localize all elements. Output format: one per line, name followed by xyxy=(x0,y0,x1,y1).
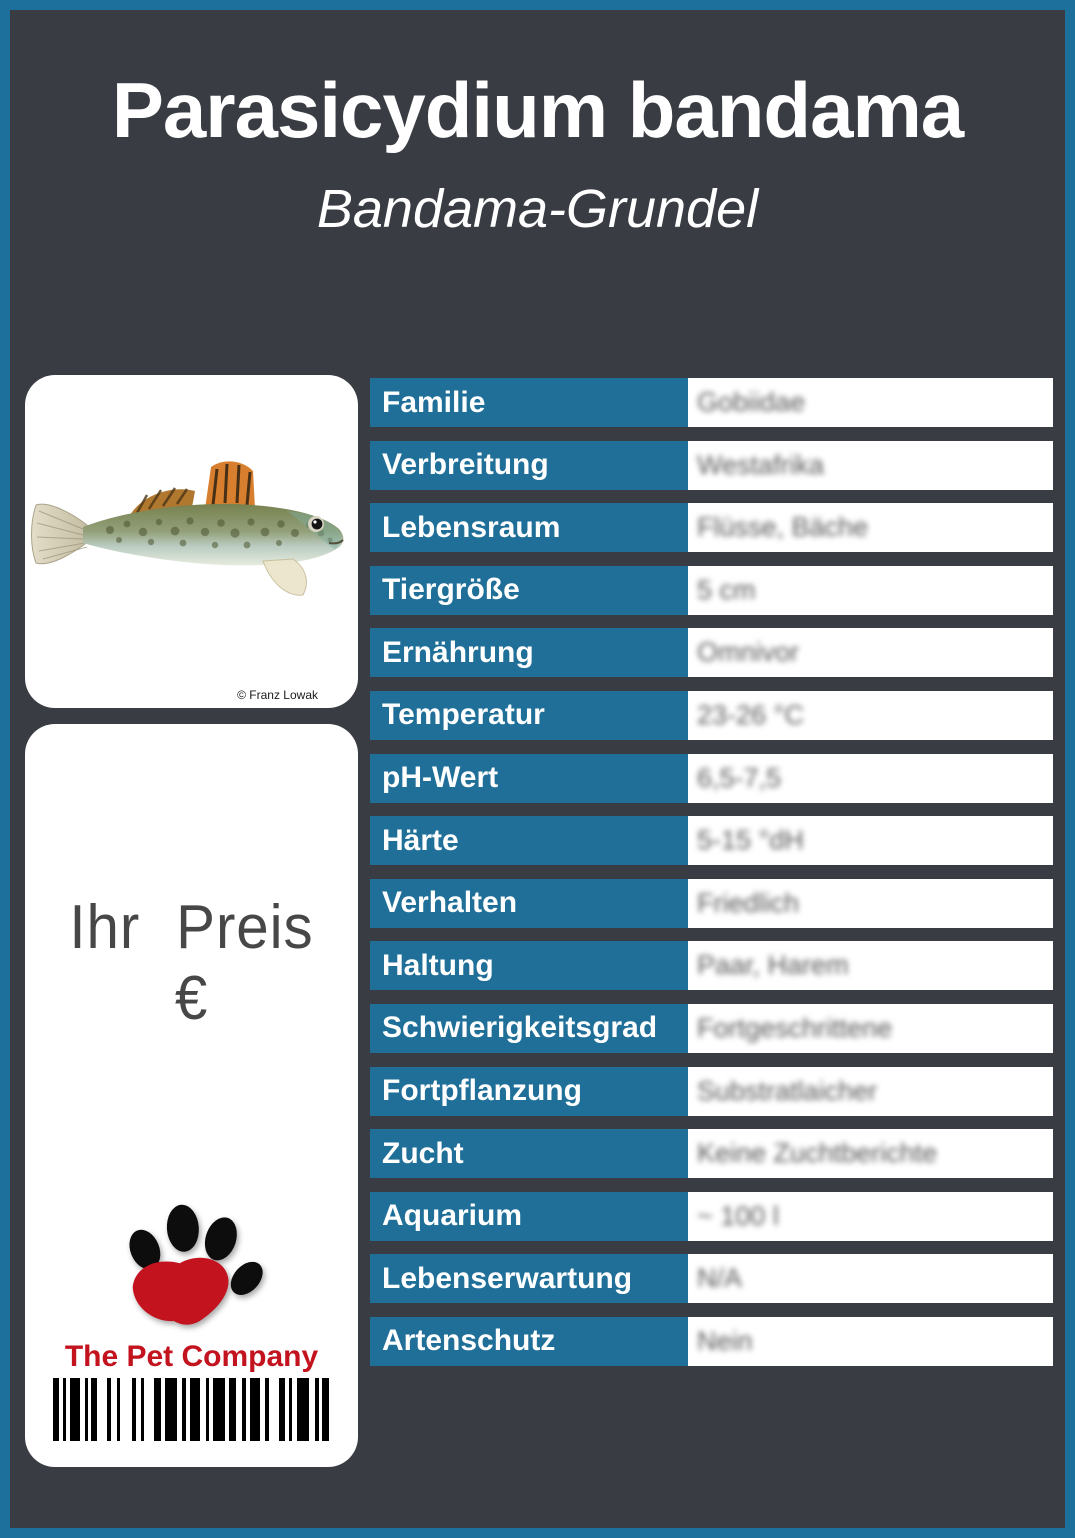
row-label: Härte xyxy=(370,816,688,866)
row-label: Tiergröße xyxy=(370,565,688,615)
table-row: Fortpflanzung Substratlaicher xyxy=(370,1066,1053,1116)
spec-table: Familie Gobiidae Verbreitung Westafrika … xyxy=(370,378,1053,1366)
row-value: Westafrika xyxy=(688,440,1053,490)
fish-photo-card: © Franz Lowak xyxy=(25,375,358,708)
table-row: Schwierigkeitsgrad Fortgeschrittene xyxy=(370,1003,1053,1053)
table-row: Haltung Paar, Harem xyxy=(370,941,1053,991)
row-label: Haltung xyxy=(370,941,688,991)
barcode xyxy=(53,1378,331,1441)
row-value-text: Friedlich xyxy=(697,887,800,918)
table-row: Verbreitung Westafrika xyxy=(370,440,1053,490)
row-value-text: 23-26 °C xyxy=(697,699,804,730)
row-value-text: Keine Zuchtberichte xyxy=(697,1138,938,1169)
row-value-text: 5 cm xyxy=(697,574,756,605)
row-value: ~ 100 l xyxy=(688,1191,1053,1241)
row-value: Omnivor xyxy=(688,628,1053,678)
row-value-text: Fortgeschrittene xyxy=(697,1012,893,1043)
row-value-text: Flüsse, Bäche xyxy=(697,512,869,543)
row-label: Temperatur xyxy=(370,690,688,740)
row-label: Familie xyxy=(370,378,688,427)
row-label: Artenschutz xyxy=(370,1316,688,1366)
row-label: Zucht xyxy=(370,1129,688,1179)
row-value-text: ~ 100 l xyxy=(697,1200,779,1231)
row-value: Nein xyxy=(688,1316,1053,1366)
row-label: Fortpflanzung xyxy=(370,1066,688,1116)
row-value: 23-26 °C xyxy=(688,690,1053,740)
row-value: 6,5-7,5 xyxy=(688,753,1053,803)
table-row: Härte 5-15 °dH xyxy=(370,816,1053,866)
row-value: Paar, Harem xyxy=(688,941,1053,991)
company-name: The Pet Company xyxy=(64,1340,319,1373)
fish-photo xyxy=(31,461,344,596)
row-label: pH-Wert xyxy=(370,753,688,803)
row-value-text: 5-15 °dH xyxy=(697,825,804,856)
table-row: Lebenserwartung N/A xyxy=(370,1254,1053,1304)
row-value: Flüsse, Bäche xyxy=(688,503,1053,553)
row-label: Schwierigkeitsgrad xyxy=(370,1003,688,1053)
photo-credit: © Franz Lowak xyxy=(237,688,318,702)
row-value-text: Substratlaicher xyxy=(697,1075,878,1106)
table-row: Zucht Keine Zuchtberichte xyxy=(370,1129,1053,1179)
row-value-text: Paar, Harem xyxy=(697,950,849,981)
row-value-text: Westafrika xyxy=(697,449,825,480)
row-value: 5 cm xyxy=(688,565,1053,615)
row-label: Lebensraum xyxy=(370,503,688,553)
company-logo: The Pet Company xyxy=(25,1202,358,1374)
table-row: Verhalten Friedlich xyxy=(370,878,1053,928)
table-row: Familie Gobiidae xyxy=(370,378,1053,427)
paw-icon xyxy=(128,1204,263,1325)
table-row: Artenschutz Nein xyxy=(370,1316,1053,1366)
row-value: Friedlich xyxy=(688,878,1053,928)
row-value-text: Gobiidae xyxy=(697,387,806,417)
row-value-text: 6,5-7,5 xyxy=(697,762,782,793)
row-value: Fortgeschrittene xyxy=(688,1003,1053,1053)
price-label: Ihr Preis € xyxy=(69,893,314,1033)
table-row: Ernährung Omnivor xyxy=(370,628,1053,678)
table-row: Aquarium ~ 100 l xyxy=(370,1191,1053,1241)
row-value: Gobiidae xyxy=(688,378,1053,427)
row-value: Substratlaicher xyxy=(688,1066,1053,1116)
table-row: Temperatur 23-26 °C xyxy=(370,690,1053,740)
row-label: Aquarium xyxy=(370,1191,688,1241)
row-label: Ernährung xyxy=(370,628,688,678)
row-label: Verhalten xyxy=(370,878,688,928)
row-value-text: N/A xyxy=(697,1263,743,1294)
row-value: 5-15 °dH xyxy=(688,816,1053,866)
row-value-text: Nein xyxy=(697,1325,753,1356)
table-row: Lebensraum Flüsse, Bäche xyxy=(370,503,1053,553)
table-row: Tiergröße 5 cm xyxy=(370,565,1053,615)
table-row: pH-Wert 6,5-7,5 xyxy=(370,753,1053,803)
row-label: Lebenserwartung xyxy=(370,1254,688,1304)
page-title: Parasicydium bandama xyxy=(111,66,964,154)
row-label: Verbreitung xyxy=(370,440,688,490)
row-value-text: Omnivor xyxy=(697,637,800,668)
row-value: N/A xyxy=(688,1254,1053,1304)
price-card: Ihr Preis € The Pet Company xyxy=(25,724,358,1467)
row-value: Keine Zuchtberichte xyxy=(688,1129,1053,1179)
page-subtitle: Bandama-Grundel xyxy=(316,179,759,239)
